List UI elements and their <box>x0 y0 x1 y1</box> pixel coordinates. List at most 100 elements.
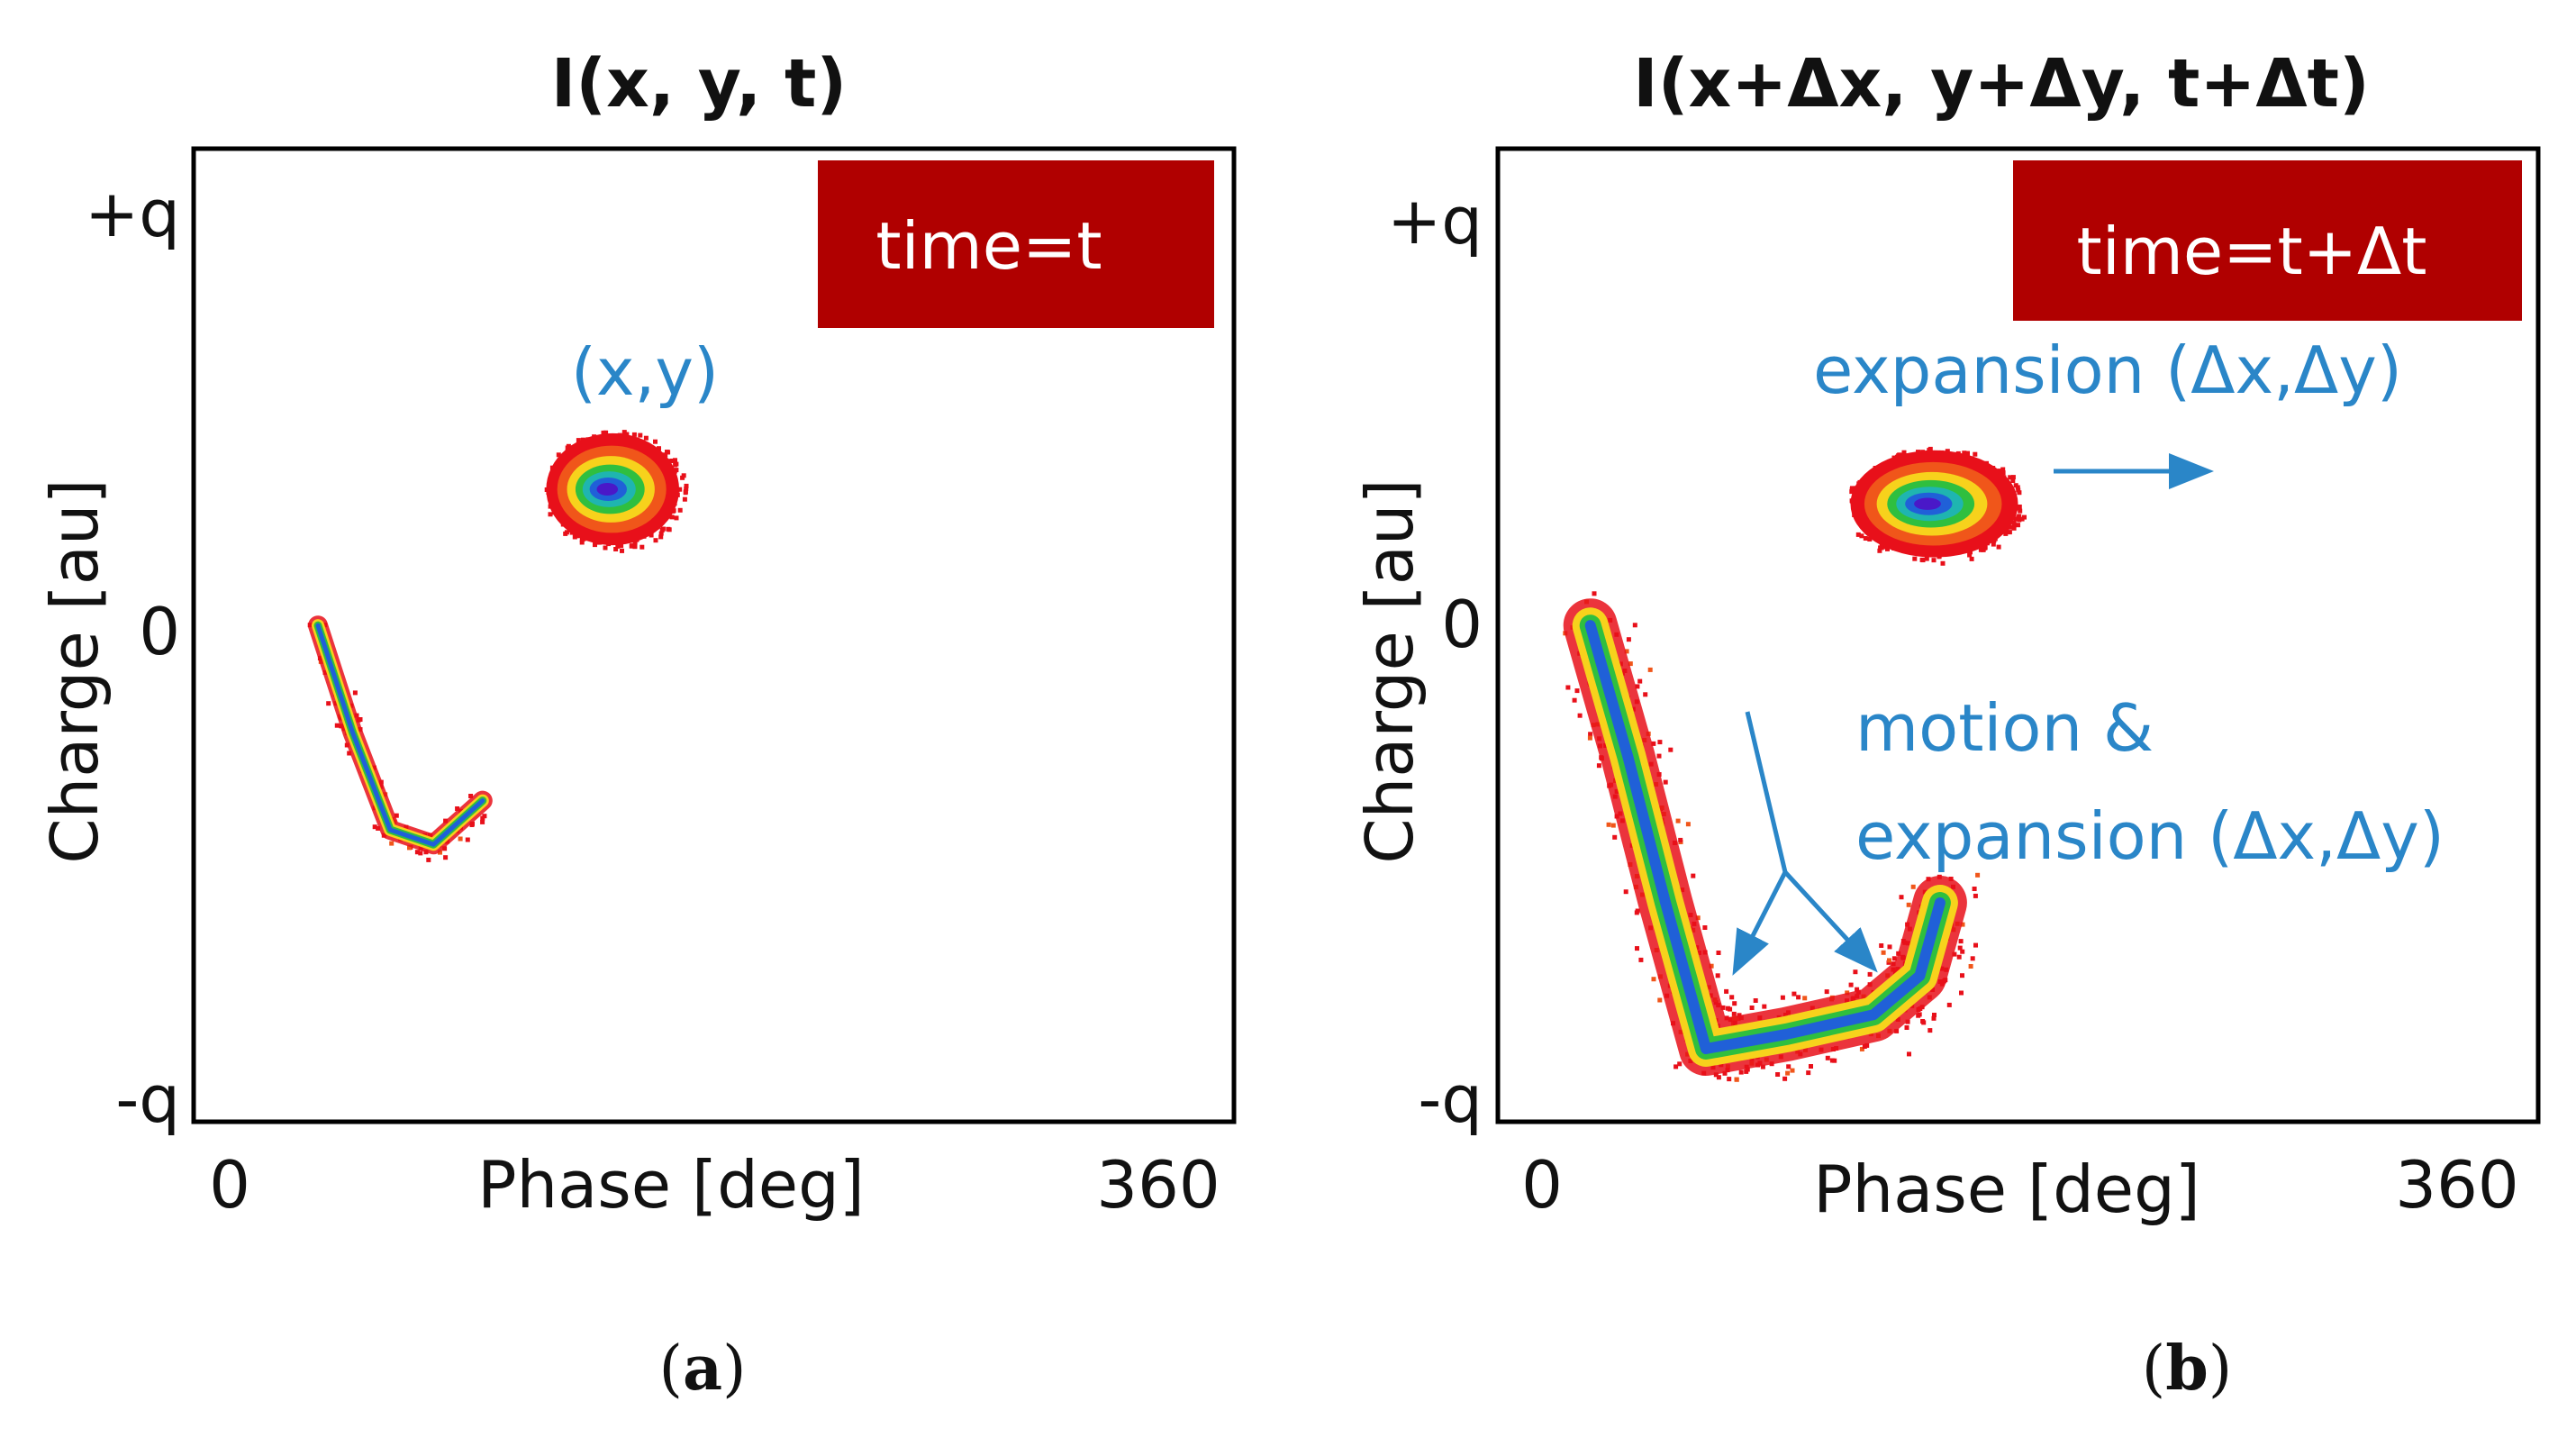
tail-speckle <box>1952 951 1957 957</box>
tail-speckle <box>1715 973 1720 978</box>
blob-speckle <box>658 531 664 536</box>
tail-speckle <box>1606 822 1611 827</box>
blob-speckle <box>669 459 675 463</box>
blob-speckle <box>1912 556 1918 561</box>
tail-speckle <box>470 821 475 826</box>
tail-speckle <box>1643 692 1648 697</box>
tail-speckle <box>1855 987 1860 992</box>
tail-speckle <box>1791 991 1797 997</box>
tail-speckle <box>480 819 485 824</box>
blob-speckle <box>665 450 669 455</box>
blob-speckle <box>639 544 645 550</box>
panel-b-xtick-360: 360 <box>2395 1147 2518 1223</box>
tail-speckle <box>1565 685 1571 690</box>
panel-b-time-label: time=t+Δt <box>2076 214 2426 289</box>
blob-speckle <box>638 432 643 438</box>
blob-speckle <box>660 526 666 532</box>
tail-speckle <box>376 825 381 831</box>
panel-b-ytick-minus-q: -q <box>1418 1061 1483 1137</box>
blob-speckle <box>1931 558 1937 563</box>
panel-a-xtick-360: 360 <box>1096 1147 1220 1223</box>
tail-speckle <box>1973 942 1978 948</box>
tail-speckle <box>1722 1070 1728 1076</box>
tail-band-3 <box>315 623 485 847</box>
tail-speckle <box>1728 1006 1733 1012</box>
tail-speckle <box>1744 1069 1749 1074</box>
blob-speckle <box>643 435 649 441</box>
blob-speckle <box>1877 548 1882 553</box>
tail-speckle <box>1775 1072 1781 1077</box>
panel-b-ytick-plus-q: +q <box>1387 183 1483 259</box>
tail-speckle <box>326 701 331 706</box>
panel-b-ytick-zero: 0 <box>1441 587 1483 662</box>
tail-speckle <box>1959 990 1964 996</box>
tail-speckle <box>1635 684 1640 689</box>
panel-a-time-label: time=t <box>875 208 1102 284</box>
blob-speckle <box>2003 531 2009 536</box>
tail-speckle <box>1887 958 1891 963</box>
tail-speckle <box>372 824 377 830</box>
tail-speckle <box>1824 989 1829 995</box>
blob-speckle <box>677 487 683 492</box>
tail-speckle <box>1685 822 1691 827</box>
tail-speckle <box>1899 895 1904 900</box>
blob-speckle <box>2010 475 2016 480</box>
panel-b-caption-letter: b <box>2165 1333 2209 1405</box>
panel-a-caption: (a) <box>658 1333 746 1405</box>
panel-a-xy-annotation: (x,y) <box>571 334 719 410</box>
blob-speckle <box>1878 545 1883 551</box>
tail-speckle <box>1677 1061 1683 1067</box>
tail-speckle <box>1732 1001 1737 1006</box>
tail-speckle <box>1904 1025 1909 1030</box>
tail-speckle <box>414 850 420 855</box>
tail-speckle <box>1960 922 1965 927</box>
panel-a-ytick-minus-q: -q <box>115 1061 180 1137</box>
tail-speckle <box>1829 1058 1835 1063</box>
tail-speckle <box>480 815 485 821</box>
tail-speckle <box>1891 956 1897 961</box>
tail-speckle <box>1907 1051 1911 1057</box>
tail-speckle <box>1786 1064 1791 1069</box>
tail-speckle <box>443 855 449 860</box>
blob-speckle <box>1967 552 1973 558</box>
panel-b-y-axis-label: Charge [au] <box>1352 478 1428 863</box>
tail-speckle <box>1577 713 1583 718</box>
tail-speckle <box>1867 971 1873 977</box>
tail-speckle <box>465 837 470 842</box>
panel-b-xtick-0: 0 <box>1521 1147 1563 1223</box>
blob-contour-6 <box>1914 497 1941 510</box>
tail-speckle <box>347 751 352 756</box>
tail-speckle <box>334 723 340 728</box>
blob-contour-6 <box>596 483 619 496</box>
blob-speckle <box>657 446 661 451</box>
tail-speckle <box>1957 945 1963 951</box>
blob-speckle <box>603 545 608 551</box>
tail-speckle <box>1958 939 1964 944</box>
blob-speckle <box>667 527 672 532</box>
tail-speckle <box>438 850 442 855</box>
tail-speckle <box>394 813 399 818</box>
blob-speckle <box>632 540 638 545</box>
blob-speckle <box>1919 557 1925 562</box>
blob-speckle <box>2015 485 2020 490</box>
tail-speckle <box>1809 1064 1813 1069</box>
tail-speckle <box>1610 823 1616 828</box>
blob-speckle <box>2017 517 2022 523</box>
blob-speckle <box>1863 536 1868 541</box>
tail-speckle <box>1927 1028 1933 1033</box>
tail-speckle <box>1678 837 1683 842</box>
blob-speckle <box>653 439 658 444</box>
tail-speckle <box>1848 982 1854 987</box>
blob-speckle <box>2016 487 2021 493</box>
blob-speckle <box>677 507 683 513</box>
blob-speckle <box>1991 542 1996 547</box>
blob-speckle <box>2011 521 2017 525</box>
tail-speckle <box>1910 884 1916 889</box>
panel-b-motion-arrow-stem <box>1745 711 1788 873</box>
tail-speckle <box>1932 1013 1937 1017</box>
tail-speckle <box>1592 591 1597 596</box>
panel-b-motion-arrow-right <box>1783 870 1878 973</box>
tail-speckle <box>1802 996 1808 1001</box>
tail-speckle <box>1657 740 1663 745</box>
tail-speckle <box>1729 995 1735 1000</box>
